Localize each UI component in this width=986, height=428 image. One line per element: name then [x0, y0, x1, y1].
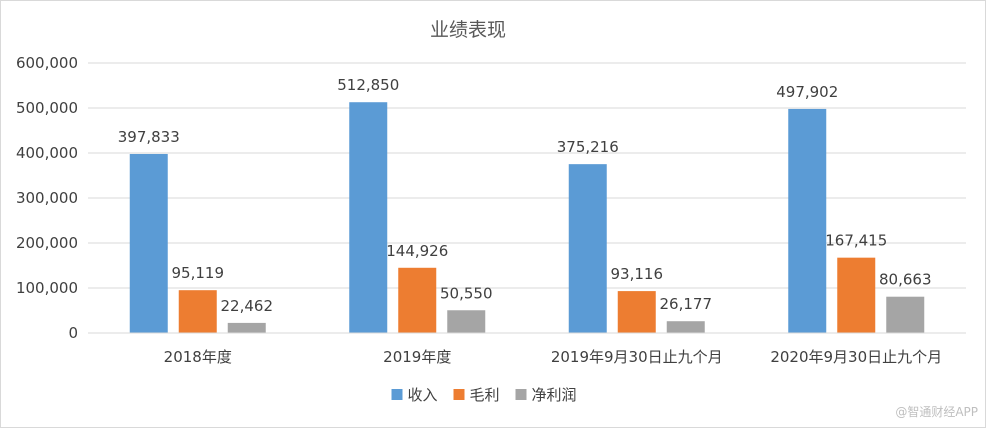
y-axis: 0 100,000 200,000 300,000 400,000 500,000 600,…	[16, 54, 78, 342]
data-label: 93,116	[611, 265, 664, 283]
bar	[886, 296, 925, 333]
bars: 397,833 95,119 22,462 512,850 144,926 50,550 3…	[118, 76, 932, 334]
data-label: 497,902	[776, 83, 838, 101]
bar	[617, 291, 656, 333]
x-axis: 2018年度 2019年度 2019年9月30日止九个月 2020年9月30日止九个月	[88, 332, 966, 366]
bar	[788, 108, 827, 334]
x-tick-label: 2018年度	[164, 348, 232, 366]
y-tick-label: 200,000	[16, 234, 78, 252]
y-tick-label: 100,000	[16, 279, 78, 297]
data-label: 26,177	[660, 295, 713, 313]
legend-label: 毛利	[470, 386, 500, 404]
bar	[568, 164, 607, 333]
y-tick-label: 400,000	[16, 144, 78, 162]
bar	[227, 322, 266, 333]
x-tick-label: 2020年9月30日止九个月	[770, 348, 942, 366]
legend-swatch	[391, 389, 403, 400]
data-label: 167,415	[825, 232, 887, 250]
y-tick-label: 0	[68, 324, 78, 342]
chart-title: 业绩表现	[430, 19, 506, 41]
data-label: 80,663	[879, 271, 932, 289]
data-label: 22,462	[221, 297, 274, 315]
bar	[398, 267, 437, 333]
watermark: @智通财经APP	[895, 405, 978, 419]
y-tick-label: 300,000	[16, 189, 78, 207]
y-tick-label: 500,000	[16, 99, 78, 117]
legend: 收入 毛利 净利润	[391, 386, 577, 404]
data-label: 375,216	[557, 138, 619, 156]
x-tick-label: 2019年9月30日止九个月	[551, 348, 723, 366]
data-label: 397,833	[118, 128, 180, 146]
legend-label: 净利润	[532, 386, 577, 404]
gridlines	[88, 62, 966, 334]
bar	[666, 321, 705, 333]
legend-swatch	[453, 389, 465, 400]
data-label: 144,926	[386, 242, 448, 260]
x-tick-label: 2019年度	[383, 348, 451, 366]
bar	[349, 102, 388, 333]
bar	[447, 310, 486, 333]
data-label: 95,119	[172, 264, 225, 282]
bar	[178, 290, 217, 333]
y-tick-label: 600,000	[16, 54, 78, 72]
legend-label: 收入	[408, 386, 438, 404]
data-label: 50,550	[440, 284, 493, 302]
bar	[129, 153, 168, 333]
bar	[837, 257, 876, 333]
data-label: 512,850	[337, 76, 399, 94]
legend-swatch	[515, 389, 527, 400]
